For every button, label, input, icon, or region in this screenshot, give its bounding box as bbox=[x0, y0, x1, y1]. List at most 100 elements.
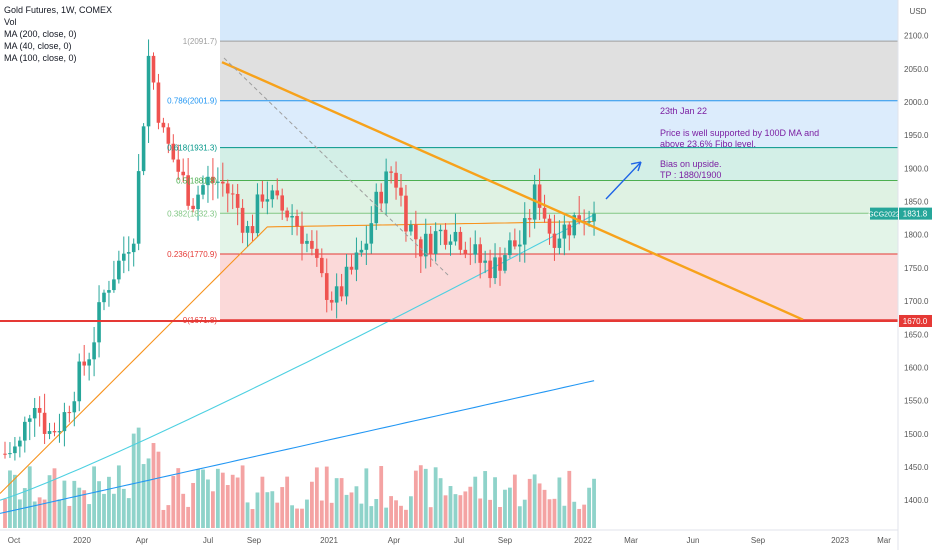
symbol-badge-text: GCG2022 bbox=[868, 212, 900, 219]
candle-body bbox=[537, 184, 542, 208]
volume-bar bbox=[428, 507, 433, 528]
volume-bar bbox=[171, 475, 176, 528]
volume-bar bbox=[552, 498, 557, 528]
candle-body bbox=[423, 233, 428, 257]
candle-body bbox=[295, 216, 299, 227]
candle-body bbox=[364, 243, 369, 250]
volume-bar bbox=[319, 500, 324, 528]
candle-body bbox=[240, 207, 245, 233]
candle-body bbox=[542, 207, 547, 219]
volume-bar bbox=[166, 505, 171, 528]
volume-bar bbox=[389, 496, 393, 528]
candle-body bbox=[285, 210, 289, 218]
candle-body bbox=[404, 195, 408, 232]
price-tick: 1900.0 bbox=[904, 164, 929, 173]
volume-bar bbox=[92, 466, 96, 528]
candle-body bbox=[478, 244, 482, 263]
candle-body bbox=[181, 171, 185, 176]
candle-body bbox=[176, 159, 181, 172]
volume-bar bbox=[483, 471, 488, 528]
legend-ma40[interactable]: MA (40, close, 0) bbox=[4, 41, 72, 51]
volume-bar bbox=[413, 470, 418, 528]
candle-body bbox=[191, 205, 195, 210]
candle-body bbox=[27, 418, 32, 422]
volume-bar bbox=[82, 490, 87, 528]
candle-body bbox=[320, 257, 324, 274]
legend-ma100[interactable]: MA (100, close, 0) bbox=[4, 53, 77, 63]
volume-bar bbox=[374, 499, 379, 528]
last-price-text: 1831.8 bbox=[903, 210, 928, 219]
volume-bar bbox=[512, 474, 517, 528]
volume-bar bbox=[305, 499, 309, 528]
candle-body bbox=[310, 240, 314, 249]
volume-bar bbox=[394, 500, 398, 528]
candle-body bbox=[131, 243, 136, 253]
candle-body bbox=[13, 446, 17, 454]
candle-body bbox=[230, 193, 235, 195]
volume-bar bbox=[458, 495, 463, 528]
volume-bar bbox=[151, 443, 156, 528]
volume-bar bbox=[230, 474, 235, 528]
candle-body bbox=[498, 257, 502, 271]
candle-body bbox=[77, 361, 82, 402]
volume-bar bbox=[196, 469, 200, 528]
legend-volume[interactable]: Vol bbox=[4, 17, 17, 27]
candle-body bbox=[8, 453, 12, 455]
volume-bar bbox=[572, 501, 577, 528]
candle-body bbox=[344, 266, 349, 297]
volume-bar bbox=[334, 478, 339, 528]
candle-body bbox=[250, 226, 255, 234]
candle-body bbox=[67, 412, 72, 414]
volume-bar bbox=[493, 477, 497, 528]
candle-body bbox=[151, 55, 156, 83]
annotation-line-3: Bias on upside. bbox=[660, 159, 722, 169]
candle-body bbox=[225, 183, 230, 194]
volume-bar bbox=[532, 474, 537, 528]
volume-bar bbox=[156, 451, 161, 528]
volume-bar bbox=[384, 507, 389, 528]
volume-bar bbox=[240, 465, 245, 528]
volume-bar bbox=[102, 493, 106, 528]
candle-body bbox=[196, 194, 200, 210]
volume-bar bbox=[503, 489, 507, 528]
price-axis[interactable]: USD 1400.0 1450.0 1500.0 1550.0 1600.0 1650.0 1… bbox=[897, 0, 932, 550]
candle-body bbox=[270, 190, 275, 200]
support-price-text: 1670.0 bbox=[903, 317, 928, 326]
candle-body bbox=[126, 252, 131, 254]
volume-bar bbox=[344, 494, 349, 528]
volume-bar bbox=[285, 476, 290, 528]
price-tick: 2100.0 bbox=[904, 32, 929, 41]
price-badges: GCG2022 1831.8 1670.0 bbox=[868, 207, 932, 327]
time-axis[interactable]: Oct 2020 Apr Jul Sep 2021 Apr Jul Sep 2022 Mar Jun S… bbox=[0, 529, 898, 545]
legend-title[interactable]: Gold Futures, 1W, COMEX bbox=[4, 5, 113, 15]
fib-zone bbox=[220, 100, 898, 148]
volume-bar bbox=[186, 506, 191, 528]
volume-bar bbox=[57, 499, 62, 528]
price-tick: 1550.0 bbox=[904, 397, 929, 406]
fib-label: 1(2091.7) bbox=[183, 37, 218, 46]
candle-body bbox=[399, 187, 403, 196]
fib-zone bbox=[220, 254, 898, 320]
volume-bar bbox=[215, 468, 220, 528]
fibonacci-labels: 1(2091.7) 0.786(2001.9) 0.618(1931.3) 0.5(1… bbox=[167, 37, 217, 325]
volume-bar bbox=[235, 477, 240, 528]
volume-bar bbox=[290, 505, 294, 528]
volume-bar bbox=[314, 467, 319, 528]
candle-body bbox=[458, 231, 463, 250]
time-tick: Apr bbox=[388, 536, 401, 545]
time-tick: Mar bbox=[624, 536, 638, 545]
volume-bar bbox=[116, 465, 121, 528]
candle-body bbox=[255, 194, 260, 234]
legend-ma200[interactable]: MA (200, close, 0) bbox=[4, 29, 77, 39]
candle-body bbox=[508, 240, 512, 256]
last-price-badge bbox=[899, 207, 932, 220]
time-tick: 2020 bbox=[73, 536, 91, 545]
candle-body bbox=[419, 239, 423, 257]
volume-bar bbox=[72, 480, 77, 528]
candle-body bbox=[112, 279, 116, 291]
time-tick: Jun bbox=[687, 536, 700, 545]
volume-bar bbox=[339, 478, 344, 528]
price-tick: 1850.0 bbox=[904, 198, 929, 207]
currency-label: USD bbox=[910, 7, 927, 16]
